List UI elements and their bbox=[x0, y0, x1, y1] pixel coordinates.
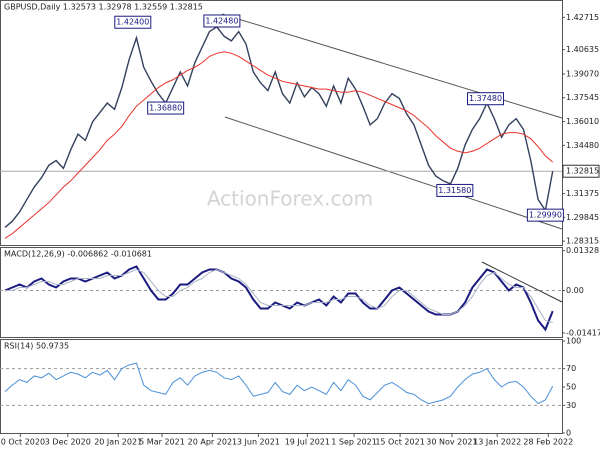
x-tick-label: 28 Feb 2022 bbox=[523, 438, 573, 447]
macd-line bbox=[4, 265, 554, 332]
price-label-box bbox=[114, 15, 152, 29]
price-label-box bbox=[147, 101, 185, 115]
x-tick-label: 3 Jun 2021 bbox=[237, 438, 280, 447]
y-tick-label: 70 bbox=[566, 364, 576, 373]
price-label: 1.37480 bbox=[469, 94, 502, 103]
price-label: 1.42400 bbox=[116, 18, 149, 27]
x-tick-label: 19 Jul 2021 bbox=[285, 438, 330, 447]
y-tick-label: 50 bbox=[566, 383, 576, 392]
macd-trendline bbox=[481, 261, 563, 303]
rsi-line bbox=[4, 362, 554, 405]
price-label-box bbox=[203, 14, 241, 28]
price-label: 1.36880 bbox=[149, 104, 182, 113]
y-tick-label: -0.014173 bbox=[566, 329, 600, 338]
rsi-title: RSI(14) 50.9735 bbox=[4, 342, 69, 351]
watermark: ActionForex.com bbox=[207, 187, 373, 211]
y-tick-label: 1.34480 bbox=[566, 141, 599, 150]
chart-title: GBPUSD,Daily 1.32573 1.32978 1.32559 1.3… bbox=[4, 3, 203, 12]
y-tick-label: 1.39070 bbox=[566, 69, 599, 78]
y-tick-label: 1.31375 bbox=[566, 189, 599, 198]
price-line bbox=[4, 25, 554, 228]
y-tick-label: 0.01328 bbox=[566, 246, 599, 255]
price-line bbox=[4, 51, 554, 239]
x-tick-label: 20 Apr 2021 bbox=[188, 438, 237, 447]
y-tick-label: 1.42715 bbox=[566, 13, 599, 22]
y-tick-label: 30 bbox=[566, 401, 576, 410]
x-tick-label: 30 Nov 2021 bbox=[426, 438, 477, 447]
y-tick-label: 100 bbox=[566, 337, 581, 346]
x-tick-label: 3 Dec 2020 bbox=[45, 438, 91, 447]
price-label: 1.31580 bbox=[438, 186, 471, 195]
price-label-box bbox=[526, 208, 564, 222]
channel-upper bbox=[221, 13, 563, 119]
price-label: 1.29990 bbox=[529, 211, 562, 220]
macd-title: MACD(12,26,9) -0.006862 -0.010681 bbox=[4, 250, 152, 259]
x-tick-label: 13 Jan 2022 bbox=[473, 438, 521, 447]
macd-panel bbox=[0, 247, 563, 338]
y-tick-label: 1.37545 bbox=[566, 93, 599, 102]
price-label-box bbox=[467, 92, 505, 106]
channel-lower bbox=[224, 116, 563, 230]
x-tick-label: 15 Oct 2021 bbox=[375, 438, 424, 447]
price-label-box bbox=[436, 183, 474, 197]
x-tick-label: 20 Jan 2021 bbox=[94, 438, 142, 447]
x-tick-label: 5 Mar 2021 bbox=[139, 438, 185, 447]
last-price-label: 1.32815 bbox=[566, 167, 599, 176]
price-label: 1.42480 bbox=[205, 16, 238, 25]
x-tick-label: 1 Sep 2021 bbox=[331, 438, 377, 447]
macd-line bbox=[5, 268, 553, 324]
last-price-box bbox=[562, 164, 600, 178]
y-tick-label: 1.29845 bbox=[566, 213, 599, 222]
y-tick-label: 0 bbox=[566, 429, 571, 438]
y-tick-label: 0.00 bbox=[566, 286, 584, 295]
x-tick-label: 20 Oct 2020 bbox=[0, 438, 45, 447]
y-tick-label: 1.36010 bbox=[566, 117, 599, 126]
price-panel bbox=[0, 0, 563, 246]
y-tick-label: 1.28315 bbox=[566, 237, 599, 246]
y-tick-label: 1.40635 bbox=[566, 45, 599, 54]
